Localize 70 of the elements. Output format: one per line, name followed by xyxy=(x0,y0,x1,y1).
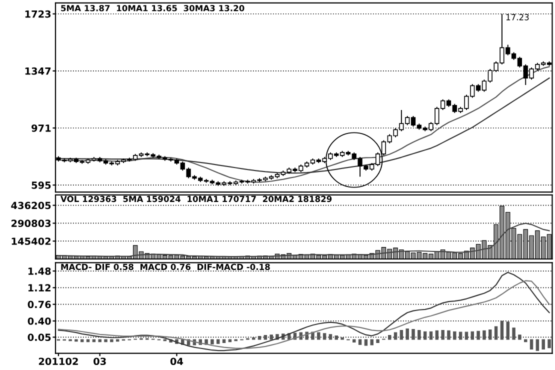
bar xyxy=(104,339,108,342)
bar xyxy=(429,331,433,340)
x-tick-label: 201102 xyxy=(38,358,78,366)
y-tick-label: 1347 xyxy=(25,67,51,75)
bar xyxy=(464,332,468,340)
bar xyxy=(418,330,421,340)
bar xyxy=(322,333,326,340)
bar xyxy=(394,332,398,340)
bar xyxy=(270,334,273,340)
bar xyxy=(412,329,415,340)
bar xyxy=(80,339,84,342)
line-series xyxy=(58,222,550,258)
bar xyxy=(388,335,392,340)
bar xyxy=(317,332,320,340)
bar xyxy=(524,339,528,342)
bar xyxy=(222,339,226,343)
bar xyxy=(494,326,498,340)
bar xyxy=(258,336,262,340)
bar xyxy=(334,335,338,340)
bar xyxy=(364,339,368,346)
y-tick-label: 1723 xyxy=(25,10,51,18)
bar xyxy=(216,339,220,344)
bar xyxy=(447,330,450,340)
y-tick-label: 145402 xyxy=(12,238,50,245)
bar xyxy=(458,332,462,340)
y-tick-label: 971 xyxy=(32,124,51,132)
bar xyxy=(488,329,492,340)
bar xyxy=(536,339,540,351)
y-tick-label: 290803 xyxy=(12,220,51,228)
bar xyxy=(370,339,374,346)
y-tick-label: 0.05 xyxy=(28,334,51,341)
bar xyxy=(98,339,102,342)
y-tick-label: 436205 xyxy=(11,202,51,210)
bar xyxy=(548,339,551,348)
bar xyxy=(453,331,456,340)
y-tick-label: 595 xyxy=(32,182,51,189)
bar xyxy=(482,330,486,340)
bar xyxy=(518,334,522,340)
annotation: MACD- DIF 0.58 MACD 0.76 DIF-MACD -0.18 xyxy=(61,264,270,270)
bar xyxy=(264,335,268,340)
bar xyxy=(435,330,439,340)
bar xyxy=(110,339,114,342)
annotation: 17.23 xyxy=(506,14,529,20)
bar xyxy=(376,339,380,343)
bar xyxy=(210,339,214,344)
bar xyxy=(400,330,404,340)
bar xyxy=(352,339,356,343)
bar xyxy=(86,339,90,342)
bar xyxy=(506,322,510,340)
y-tick-label: 1.48 xyxy=(28,268,51,275)
y-tick-label: 0.76 xyxy=(28,300,51,308)
bar xyxy=(228,339,232,342)
y-tick-label: 1.12 xyxy=(28,284,50,292)
bar xyxy=(92,339,96,342)
bar xyxy=(358,339,362,345)
bar xyxy=(423,331,427,340)
x-tick-label: 04 xyxy=(170,358,184,366)
bar xyxy=(406,328,409,340)
annotation: 5MA 13.87 10MA1 13.65 30MA3 13.20 xyxy=(61,5,244,12)
annotation: VOL 129363 5MA 159024 10MA1 170717 20MA2 181829 xyxy=(60,196,332,202)
bar xyxy=(328,334,332,340)
bar xyxy=(441,330,444,340)
bar xyxy=(476,330,480,340)
bar xyxy=(542,339,545,350)
bar xyxy=(530,339,534,350)
bar xyxy=(500,320,504,340)
x-tick-label: 03 xyxy=(94,358,106,366)
bar xyxy=(470,331,474,340)
y-tick-label: 0.40 xyxy=(28,317,51,325)
bar xyxy=(512,328,516,340)
